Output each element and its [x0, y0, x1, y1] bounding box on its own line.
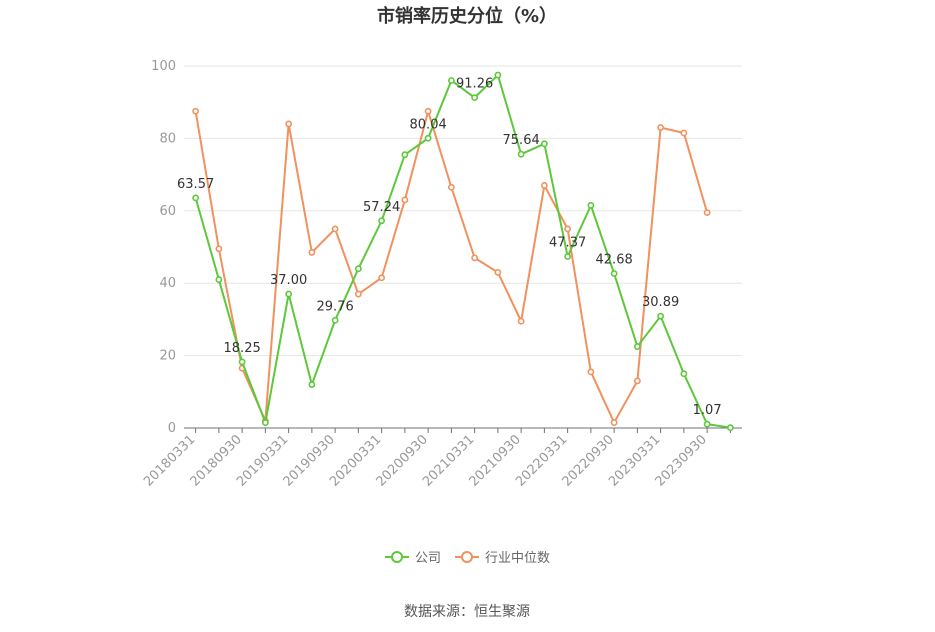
data-point[interactable]	[354, 290, 362, 298]
data-point[interactable]	[215, 245, 223, 253]
data-label: 91.26	[456, 77, 493, 92]
source-note: 数据来源：恒生聚源	[404, 604, 530, 620]
y-axis: 0 20 40 60 80 100	[151, 59, 176, 436]
data-point[interactable]	[633, 343, 641, 350]
data-label: 18.25	[224, 341, 261, 356]
data-label: 30.89	[642, 295, 679, 310]
series-line	[194, 74, 731, 429]
data-point[interactable]	[238, 358, 246, 366]
data-point[interactable]	[633, 377, 641, 385]
data-point[interactable]	[285, 290, 293, 298]
legend-item-industry-median[interactable]: 行业中位数	[455, 551, 550, 566]
data-point[interactable]	[401, 151, 409, 159]
data-point[interactable]	[494, 71, 502, 79]
data-point[interactable]	[610, 419, 618, 426]
data-labels: 63.57 18.25 37.00 29.76 57.24 80.04 91.26 75.64…	[177, 77, 722, 418]
data-point[interactable]	[424, 107, 432, 115]
data-point[interactable]	[494, 268, 502, 276]
data-point[interactable]	[471, 94, 479, 102]
data-point[interactable]	[261, 419, 269, 426]
x-axis: 2018033120180930201903312019093020200331…	[141, 427, 742, 490]
data-point[interactable]	[471, 254, 479, 262]
data-point[interactable]	[657, 312, 665, 320]
legend-label: 行业中位数	[485, 551, 550, 566]
data-point[interactable]	[564, 253, 572, 260]
y-tick-label: 100	[151, 59, 176, 74]
data-point[interactable]	[680, 370, 688, 378]
legend-label: 公司	[415, 551, 441, 566]
y-tick-label: 60	[159, 204, 176, 219]
data-label: 57.24	[363, 200, 400, 215]
data-label: 80.04	[410, 117, 447, 132]
data-point[interactable]	[424, 134, 432, 142]
data-point[interactable]	[331, 316, 339, 324]
grid	[184, 65, 742, 357]
y-tick-label: 40	[159, 276, 176, 291]
legend-marker	[461, 551, 473, 563]
data-point[interactable]	[587, 201, 595, 209]
data-label: 42.68	[596, 252, 633, 267]
data-point[interactable]	[378, 274, 386, 282]
data-label: 37.00	[270, 273, 307, 288]
data-point[interactable]	[587, 368, 595, 376]
data-point[interactable]	[564, 225, 572, 233]
series-industry-median	[192, 107, 711, 426]
data-point[interactable]	[401, 196, 409, 204]
series-layer	[192, 71, 734, 432]
data-point[interactable]	[308, 381, 316, 388]
data-label: 75.64	[503, 133, 540, 148]
legend-item-company[interactable]: 公司	[385, 551, 441, 566]
legend[interactable]: 公司 行业中位数	[385, 551, 550, 566]
data-point[interactable]	[308, 249, 316, 256]
data-label: 47.37	[549, 236, 586, 251]
data-point[interactable]	[540, 182, 548, 189]
data-point[interactable]	[703, 209, 711, 217]
data-point[interactable]	[703, 420, 711, 428]
legend-marker	[391, 551, 403, 563]
data-point[interactable]	[517, 317, 525, 325]
y-tick-label: 0	[168, 421, 176, 436]
data-point[interactable]	[215, 276, 223, 283]
data-point[interactable]	[285, 120, 293, 128]
data-point[interactable]	[354, 265, 362, 273]
y-tick-label: 80	[159, 131, 176, 146]
data-point[interactable]	[517, 150, 525, 158]
data-point[interactable]	[331, 225, 339, 233]
data-label: 1.07	[693, 403, 722, 418]
data-point[interactable]	[192, 107, 200, 115]
data-point[interactable]	[540, 140, 548, 148]
data-point[interactable]	[657, 124, 665, 131]
data-label: 29.76	[317, 299, 354, 314]
data-point[interactable]	[680, 129, 688, 137]
chart-title: 市销率历史分位（%）	[377, 5, 557, 27]
data-point[interactable]	[610, 270, 618, 277]
data-label: 63.57	[177, 177, 214, 192]
y-tick-label: 20	[159, 349, 176, 364]
data-point[interactable]	[447, 77, 455, 84]
data-point[interactable]	[447, 183, 455, 191]
series-company	[192, 71, 734, 432]
data-point[interactable]	[378, 217, 386, 225]
data-point[interactable]	[192, 194, 200, 202]
data-point[interactable]	[726, 424, 734, 432]
